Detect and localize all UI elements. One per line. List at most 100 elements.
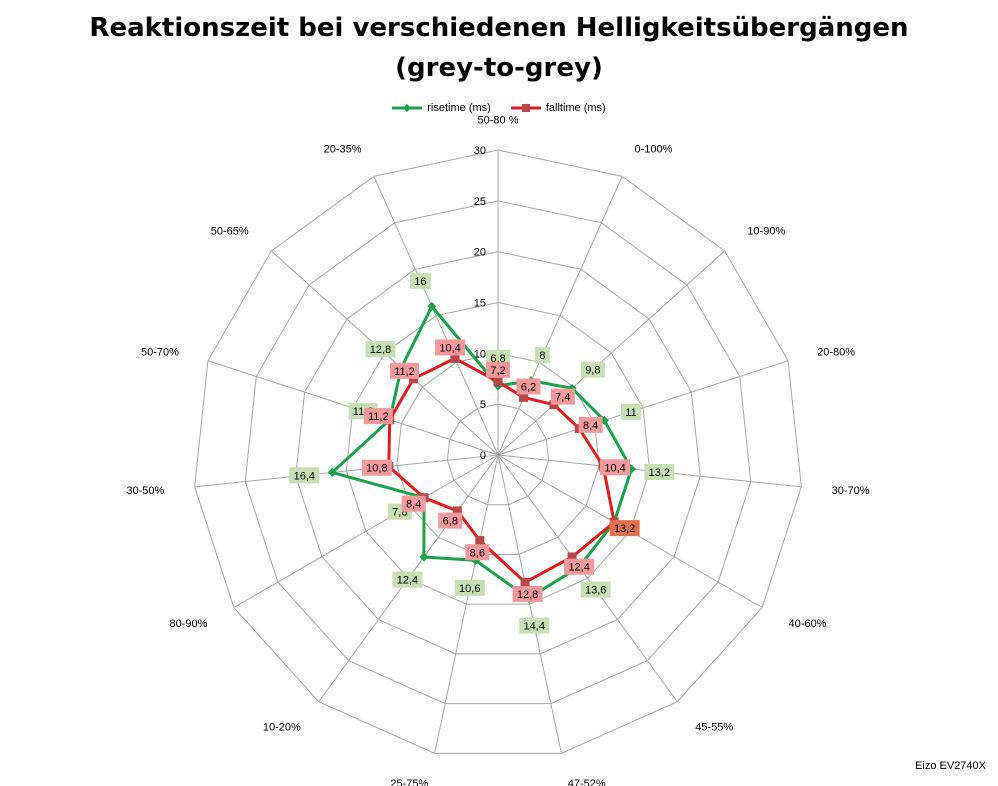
- falltime-data-label: 8,4: [583, 420, 598, 432]
- category-label: 20-80%: [817, 346, 855, 358]
- falltime-marker: [450, 353, 460, 363]
- falltime-data-label-bg: [609, 520, 640, 537]
- falltime-data-label: 11,2: [368, 411, 389, 423]
- risetime-data-label: 16,4: [294, 470, 315, 482]
- risetime-data-label-bg: [580, 361, 605, 378]
- grid-ring-10: [396, 352, 600, 555]
- falltime-data-label-bg: [512, 586, 543, 603]
- radial-tick-label: 5: [480, 399, 486, 411]
- radial-tick-label: 10: [474, 348, 486, 360]
- falltime-marker: [408, 374, 418, 384]
- grid-spoke: [497, 250, 725, 456]
- risetime-data-label: 9,8: [585, 365, 600, 377]
- grid-spoke: [373, 176, 499, 456]
- falltime-marker: [493, 377, 503, 387]
- category-label: 50-80 %: [478, 115, 519, 127]
- falltime-data-label: 7,2: [490, 365, 505, 377]
- legend-falltime-label: falltime (ms): [545, 102, 606, 114]
- falltime-data-label-bg: [564, 558, 595, 575]
- grid-spoke: [497, 176, 623, 456]
- grid-ring-5: [446, 403, 550, 506]
- falltime-data-label: 7,4: [555, 392, 570, 404]
- falltime-marker: [519, 392, 529, 402]
- falltime-data-label-bg: [363, 408, 393, 425]
- legend-falltime-marker: [510, 104, 541, 112]
- falltime-data-label: 12,4: [568, 562, 589, 574]
- series-line-falltime: [387, 356, 616, 584]
- category-label: 25-75%: [390, 778, 428, 786]
- falltime-data-label: 6,8: [443, 516, 458, 528]
- risetime-marker: [427, 301, 437, 311]
- falltime-marker: [520, 577, 530, 587]
- category-label: 30-70%: [832, 485, 870, 497]
- falltime-data-label: 10,8: [366, 463, 387, 475]
- falltime-marker: [452, 506, 462, 516]
- falltime-data-label-bg: [361, 459, 392, 476]
- series-line-risetime: [330, 304, 633, 600]
- category-label: 47-52%: [568, 778, 606, 786]
- category-label: 10-20%: [263, 721, 301, 733]
- grid-ring-20: [295, 251, 701, 655]
- falltime-data-label-bg: [438, 512, 463, 529]
- risetime-data-label-bg: [409, 272, 431, 289]
- falltime-marker: [549, 400, 559, 410]
- risetime-marker: [419, 552, 429, 562]
- falltime-data-label: 8,4: [406, 499, 421, 511]
- risetime-data-label-bg: [289, 467, 320, 484]
- risetime-data-label-bg: [534, 347, 550, 364]
- legend-item-falltime: falltime (ms): [510, 100, 606, 116]
- grid-ring-15: [345, 301, 651, 605]
- category-label: 0-100%: [634, 144, 672, 156]
- chart-title-line2: (grey-to-grey): [395, 53, 603, 83]
- falltime-data-label: 10,4: [604, 462, 625, 474]
- falltime-data-label: 12,8: [517, 589, 538, 601]
- risetime-data-label-bg: [644, 463, 675, 480]
- risetime-data-label: 12,4: [397, 575, 418, 587]
- falltime-data-label: 13,2: [614, 523, 635, 535]
- falltime-data-label-bg: [516, 378, 541, 395]
- risetime-data-label-bg: [392, 571, 423, 588]
- category-label: 10-90%: [747, 226, 785, 238]
- falltime-marker: [475, 536, 485, 546]
- falltime-data-label-bg: [550, 388, 575, 405]
- category-label: 50-70%: [141, 346, 179, 358]
- category-label: 40-60%: [789, 618, 827, 630]
- category-label: 20-35%: [324, 144, 362, 156]
- falltime-data-label: 10,4: [439, 342, 460, 354]
- risetime-data-label: 12,8: [370, 344, 391, 356]
- risetime-data-label: 10,6: [459, 583, 480, 595]
- falltime-data-label-bg: [389, 362, 419, 379]
- risetime-data-label-bg: [454, 579, 485, 596]
- category-label: 80-90%: [170, 618, 208, 630]
- falltime-data-label-bg: [578, 416, 603, 433]
- grid-spoke: [194, 454, 499, 488]
- risetime-data-label: 16: [414, 276, 426, 288]
- falltime-data-label: 8,6: [470, 547, 485, 559]
- chart-title: Reaktionszeit bei verschiedenen Helligke…: [0, 8, 998, 88]
- grid-ring-25: [244, 200, 752, 705]
- risetime-data-label: 13,6: [585, 585, 606, 597]
- risetime-data-label-bg: [620, 403, 641, 420]
- radial-tick-label: 25: [474, 196, 486, 208]
- falltime-data-label: 6,2: [521, 381, 536, 393]
- grid-spoke: [497, 454, 678, 703]
- falltime-data-label-bg: [435, 339, 466, 356]
- category-label: 30-50%: [126, 485, 164, 497]
- radial-tick-label: 20: [474, 247, 486, 259]
- category-label: 50-65%: [211, 226, 249, 238]
- legend-item-risetime: risetime (ms): [392, 100, 491, 116]
- grid-spoke: [497, 454, 562, 754]
- risetime-data-label: 13,2: [649, 467, 670, 479]
- risetime-data-label-bg: [580, 581, 611, 598]
- falltime-marker: [567, 552, 577, 562]
- falltime-data-label-bg: [486, 361, 510, 378]
- legend-risetime-marker: [392, 104, 423, 112]
- risetime-data-label: 11: [625, 407, 636, 419]
- falltime-data-label: 11,2: [394, 366, 415, 378]
- risetime-data-label: 14,4: [524, 621, 545, 633]
- grid-spoke: [497, 360, 789, 456]
- falltime-data-label-bg: [465, 544, 490, 561]
- chart-title-line1: Reaktionszeit bei verschiedenen Helligke…: [89, 13, 909, 43]
- radial-tick-label: 30: [474, 145, 486, 157]
- category-label: 45-55%: [695, 721, 733, 733]
